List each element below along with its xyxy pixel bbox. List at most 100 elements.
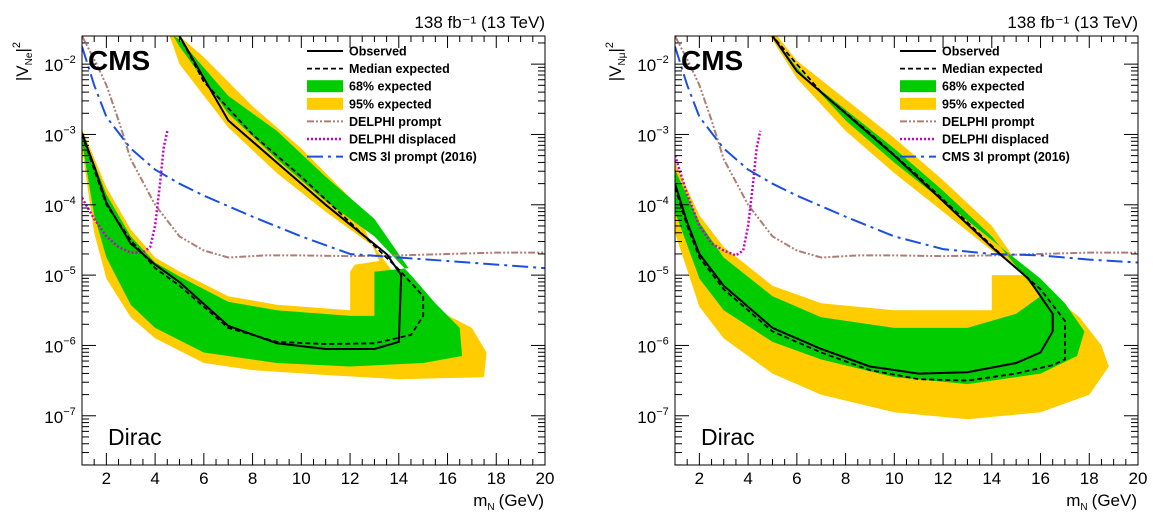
y-axis-title-close: | [606,48,625,52]
x-tick-label: 10 [885,469,904,488]
legend-cms-3l-prompt-label: CMS 3l prompt (2016) [349,150,477,164]
delphi-prompt-line [675,36,1138,259]
legend-observed-label: Observed [942,45,1000,59]
y-tick-exponent: −2 [63,54,76,66]
y-tick-exponent: −7 [656,406,669,418]
x-tick-label: 18 [487,469,506,488]
legend-95-expected-swatch [900,97,936,110]
x-tick-label: 10 [292,469,311,488]
y-tick-exponent: −2 [656,54,669,66]
x-tick-label: 16 [1031,469,1050,488]
y-tick-base: 10 [637,197,656,216]
y-tick-exponent: −4 [656,195,669,207]
legend-delphi-prompt-label: DELPHI prompt [942,115,1035,129]
x-tick-label: 2 [695,469,704,488]
legend-95-expected-label: 95% expected [349,97,432,111]
y-tick-label: 10−3 [44,124,75,145]
x-tick-label: 16 [438,469,457,488]
legend-68-expected-label: 68% expected [349,80,432,94]
lumi-label: 138 fb⁻¹ (13 TeV) [414,13,545,32]
y-axis-title: |VNμ|2 [604,42,628,81]
x-axis-title-main: m [473,491,487,510]
x-tick-label: 20 [1129,469,1148,488]
x-axis-title-sub: N [487,502,494,513]
y-tick-base: 10 [637,267,656,286]
x-axis-title-main: m [1066,491,1080,510]
y-tick-exponent: −7 [63,406,76,418]
y-tick-label: 10−3 [637,124,668,145]
y-tick-label: 10−2 [44,54,75,75]
y-axis-title-main: |V [606,65,625,81]
y-tick-base: 10 [44,56,63,75]
delphi-displaced-line [82,130,169,254]
y-tick-base: 10 [44,408,63,427]
y-tick-label: 10−2 [637,54,668,75]
y-axis-title-sub: Nμ [617,52,628,65]
x-tick-label: 14 [982,469,1001,488]
x-tick-label: 20 [536,469,555,488]
x-tick-label: 18 [1080,469,1099,488]
x-axis-title-unit: (GeV) [1092,491,1137,510]
panel-electron: 2 4 6 8 10 12 14 16 18 2010−710−610−510−410−310−2… [11,13,554,513]
legend-median-expected-label: Median expected [942,62,1043,76]
y-tick-exponent: −6 [63,335,76,347]
x-tick-label: 12 [341,469,360,488]
y-tick-base: 10 [637,408,656,427]
y-tick-label: 10−6 [44,335,75,356]
x-tick-label: 8 [248,469,257,488]
y-tick-base: 10 [637,126,656,145]
annotation-label: Dirac [701,424,755,450]
y-axis-title-sup: 2 [11,42,23,48]
legend-68-expected-swatch [307,80,343,93]
panel-muon: 2 4 6 8 10 12 14 16 18 2010−710−610−510−410−310−2… [604,13,1147,513]
y-tick-exponent: −6 [656,335,669,347]
y-tick-base: 10 [44,267,63,286]
delphi-prompt-line [82,36,545,259]
legend-observed-label: Observed [349,45,407,59]
y-tick-label: 10−7 [44,406,75,427]
plot-area [82,36,545,380]
observed-line [82,36,403,350]
annotation-label: Dirac [108,424,162,450]
y-tick-label: 10−5 [44,265,75,286]
cms-3l-prompt-line [82,46,545,270]
x-axis-title: mN (GeV) [473,491,544,513]
y-tick-label: 10−7 [637,406,668,427]
y-axis-title-sub: Ne [24,52,35,65]
legend-68-expected-label: 68% expected [942,80,1025,94]
legend-delphi-displaced-label: DELPHI displaced [349,133,456,147]
y-tick-exponent: −5 [63,265,76,277]
y-tick-base: 10 [44,197,63,216]
x-axis-title: mN (GeV) [1066,491,1137,513]
lumi-label: 138 fb⁻¹ (13 TeV) [1007,13,1138,32]
y-axis-title-main: |V [13,65,32,81]
y-tick-base: 10 [44,337,63,356]
cms-3l-prompt-line [675,46,1138,264]
median-expected-line [675,36,1066,382]
legend-cms-3l-prompt-label: CMS 3l prompt (2016) [942,150,1070,164]
legend-95-expected-swatch [307,97,343,110]
y-tick-exponent: −3 [63,124,76,136]
observed-line [675,36,1054,375]
experiment-label: CMS [88,45,150,76]
legend-95-expected-label: 95% expected [942,97,1025,111]
band-68-expected [82,36,463,367]
legend-median-expected-label: Median expected [349,62,450,76]
y-axis-title-sup: 2 [604,42,616,48]
x-axis-title-sub: N [1080,502,1087,513]
y-tick-base: 10 [44,126,63,145]
plot-area [675,36,1138,420]
experiment-label: CMS [681,45,743,76]
x-tick-label: 6 [792,469,801,488]
y-tick-label: 10−5 [637,265,668,286]
x-tick-label: 8 [841,469,850,488]
x-tick-label: 4 [743,469,752,488]
x-tick-label: 12 [934,469,953,488]
x-tick-label: 14 [389,469,408,488]
y-axis-title-close: | [13,48,32,52]
y-axis-title: |VNe|2 [11,42,35,81]
y-tick-exponent: −4 [63,195,76,207]
y-tick-label: 10−4 [44,195,75,216]
legend-68-expected-swatch [900,80,936,93]
